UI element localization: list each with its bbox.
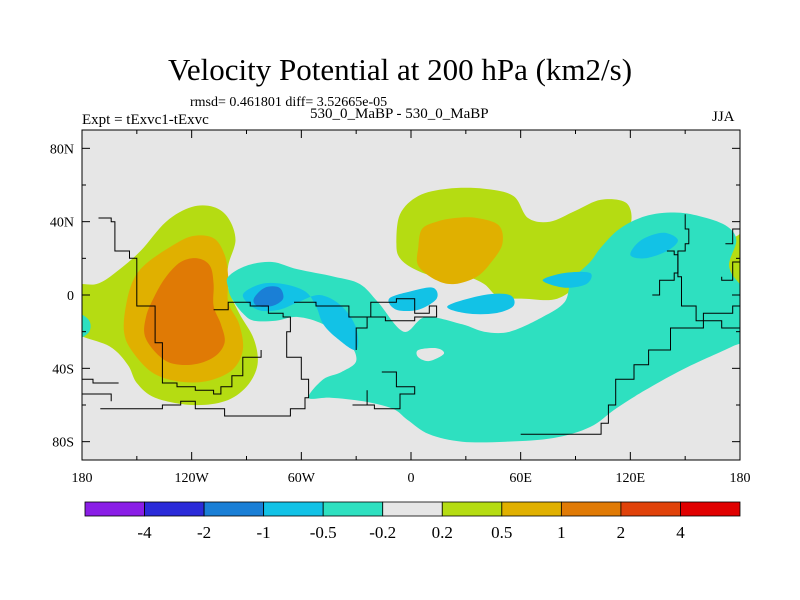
chart-subtitle: 530_0_MaBP - 530_0_MaBP	[310, 106, 489, 122]
colorbar-swatch	[560, 501, 622, 517]
colorbar-label: 0.2	[432, 523, 453, 542]
chart-title: Velocity Potential at 200 hPa (km2/s)	[167, 52, 633, 87]
coastline	[294, 298, 438, 350]
contour-region	[388, 287, 438, 312]
contour-fills	[82, 187, 740, 443]
coastline	[100, 301, 310, 417]
colorbar-swatch	[144, 501, 205, 517]
colorbar-label: 0.5	[491, 523, 512, 542]
contour-region	[416, 217, 503, 285]
colorbar: -4 -2 -1 -0.5 -0.2 0.2 0.5 1 2 4	[84, 501, 741, 542]
experiment-label: Expt = tExvc1-tExvc	[82, 112, 209, 128]
y-tick-label: 80S	[52, 436, 74, 451]
y-tick-label: 40S	[52, 362, 74, 377]
season-label: JJA	[712, 109, 735, 125]
x-tick-label: 120E	[616, 471, 646, 486]
stats-text: rmsd= 0.461801 diff= 3.52665e-05	[190, 95, 388, 110]
colorbar-swatch	[680, 501, 741, 517]
x-tick-label: 180	[72, 471, 93, 486]
coastline	[98, 217, 262, 395]
colorbar-swatch	[501, 501, 562, 517]
y-tick-label: 40N	[50, 216, 74, 231]
x-tick-label: 120W	[175, 471, 210, 486]
colorbar-swatch	[382, 501, 443, 517]
coastline	[666, 250, 740, 329]
coastlines	[82, 214, 740, 435]
contour-region	[253, 286, 284, 307]
colorbar-label: -1	[257, 523, 271, 542]
colorbar-label: -4	[137, 523, 152, 542]
coastline	[652, 214, 690, 296]
coastline	[352, 371, 416, 410]
contour-region	[144, 258, 225, 365]
contour-region	[226, 212, 740, 443]
y-tick-label: 0	[67, 289, 74, 304]
x-tick-label: 60E	[509, 471, 532, 486]
colorbar-label: 2	[617, 523, 626, 542]
contour-region	[542, 271, 592, 288]
coastline	[721, 221, 740, 281]
colorbar-swatch	[322, 501, 384, 517]
colorbar-label: -0.5	[310, 523, 337, 542]
contour-region	[630, 232, 678, 259]
colorbar-swatch	[620, 501, 681, 517]
colorbar-label: 4	[676, 523, 685, 542]
axis-ticks	[81, 130, 741, 460]
x-tick-label: 60W	[288, 471, 316, 486]
axis-labels: 180 120W 60W 0 60E 120E 180 80N 40N 0 40S 80S	[50, 142, 751, 486]
y-tick-label: 80N	[50, 142, 74, 157]
coastline	[520, 305, 740, 435]
x-tick-label: 0	[408, 471, 415, 486]
colorbar-label: 1	[557, 523, 566, 542]
contour-region	[447, 293, 515, 315]
colorbar-swatch	[203, 501, 265, 517]
coastline	[82, 378, 119, 402]
x-tick-label: 180	[730, 471, 751, 486]
contour-region	[416, 348, 445, 362]
colorbar-swatch	[84, 501, 145, 517]
colorbar-swatch	[263, 501, 324, 517]
colorbar-label: -2	[197, 523, 211, 542]
colorbar-swatch	[441, 501, 503, 517]
colorbar-label: -0.2	[369, 523, 396, 542]
